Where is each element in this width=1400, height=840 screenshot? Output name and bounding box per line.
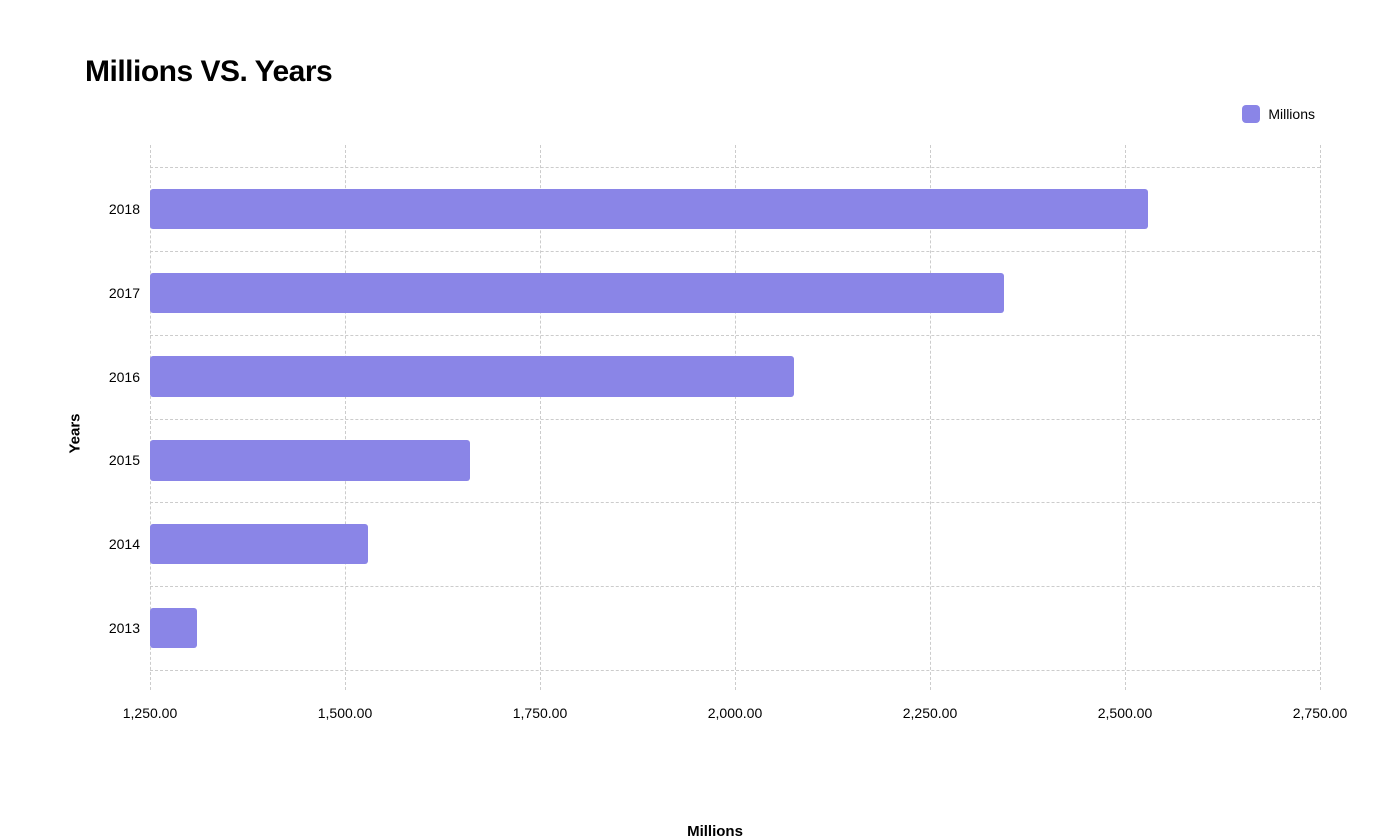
bar-group xyxy=(150,502,1320,586)
plot-area: Years Millions 201820172016201520142013 … xyxy=(85,145,1345,745)
h-gridline xyxy=(150,670,1320,671)
bar-group xyxy=(150,419,1320,503)
x-axis-label: Millions xyxy=(687,823,743,840)
legend: Millions xyxy=(1242,105,1315,123)
x-tick-label: 2,750.00 xyxy=(1293,705,1348,721)
legend-label: Millions xyxy=(1268,106,1315,122)
y-tick-label: 2017 xyxy=(85,285,140,301)
legend-swatch xyxy=(1242,105,1260,123)
bar-group xyxy=(150,251,1320,335)
y-tick-label: 2013 xyxy=(85,620,140,636)
bar xyxy=(150,189,1148,229)
x-tick-label: 2,500.00 xyxy=(1098,705,1153,721)
y-tick-label: 2015 xyxy=(85,452,140,468)
bar xyxy=(150,273,1004,313)
y-tick-label: 2014 xyxy=(85,536,140,552)
bar xyxy=(150,524,368,564)
chart-title: Millions VS. Years xyxy=(85,55,1345,89)
chart-container: Millions VS. Years Millions Years Millio… xyxy=(85,55,1345,109)
x-tick-label: 1,250.00 xyxy=(123,705,178,721)
bar xyxy=(150,356,794,396)
x-tick-label: 1,500.00 xyxy=(318,705,373,721)
v-gridline xyxy=(1320,145,1321,690)
y-tick-label: 2018 xyxy=(85,201,140,217)
y-tick-label: 2016 xyxy=(85,369,140,385)
x-tick-label: 1,750.00 xyxy=(513,705,568,721)
x-tick-label: 2,250.00 xyxy=(903,705,958,721)
bar xyxy=(150,608,197,648)
x-tick-label: 2,000.00 xyxy=(708,705,763,721)
bar-group xyxy=(150,167,1320,251)
bar xyxy=(150,440,470,480)
bar-group xyxy=(150,335,1320,419)
bar-group xyxy=(150,586,1320,670)
y-axis-label: Years xyxy=(67,413,84,453)
